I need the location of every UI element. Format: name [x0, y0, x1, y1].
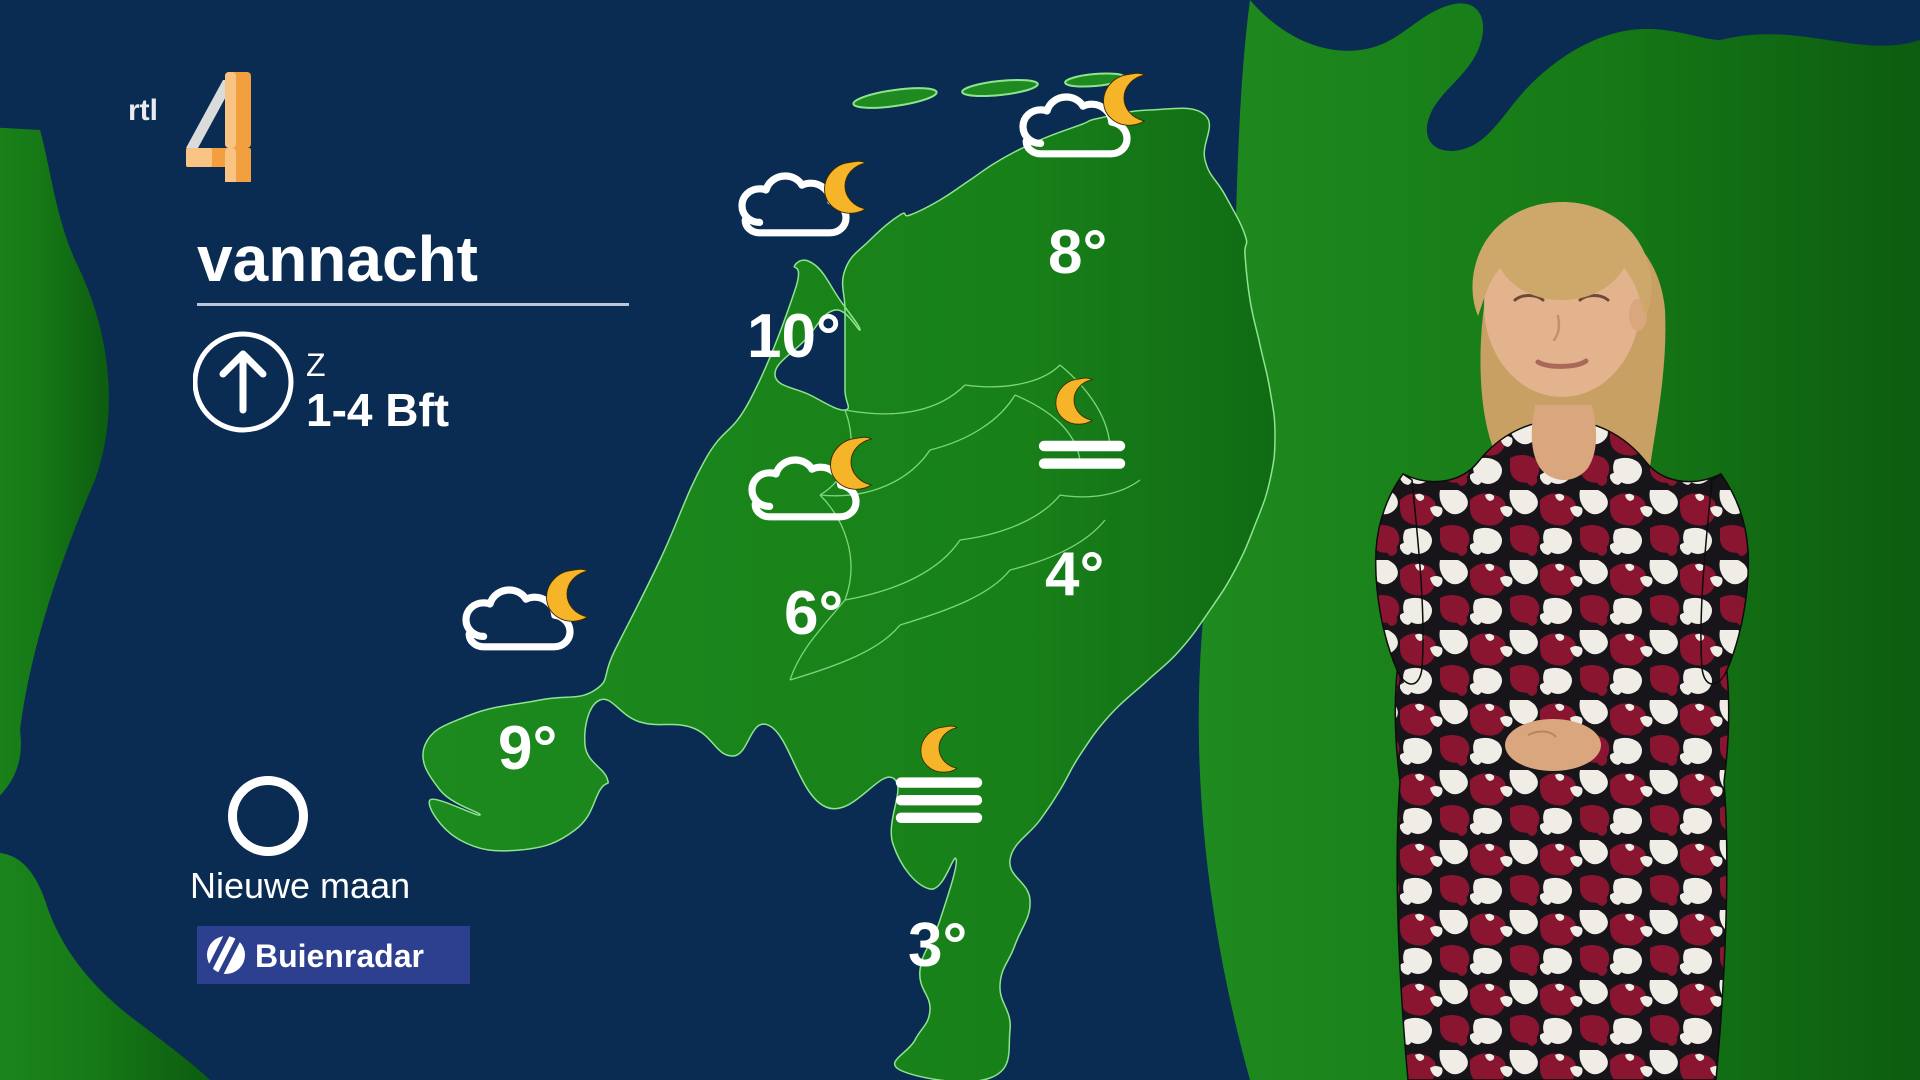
svg-text:8°: 8°	[1048, 218, 1107, 287]
svg-text:1-4 Bft: 1-4 Bft	[306, 384, 449, 436]
svg-text:3°: 3°	[908, 911, 967, 980]
svg-text:Buienradar: Buienradar	[255, 938, 424, 974]
svg-text:6°: 6°	[784, 579, 843, 648]
svg-text:10°: 10°	[747, 302, 841, 371]
svg-text:9°: 9°	[498, 714, 557, 783]
svg-text:Z: Z	[306, 347, 326, 383]
svg-text:4°: 4°	[1045, 540, 1104, 609]
svg-text:rtl: rtl	[128, 94, 158, 127]
